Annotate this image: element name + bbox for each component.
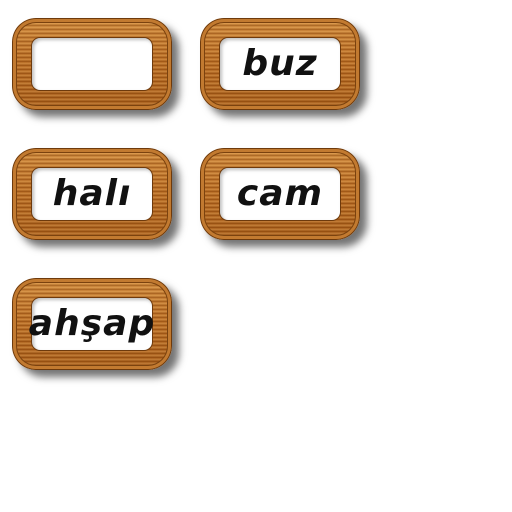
word-card-cam[interactable]: cam xyxy=(200,148,360,240)
card-label-box: buz xyxy=(220,38,340,90)
word-card-empty[interactable] xyxy=(12,18,172,110)
card-label: buz xyxy=(242,43,318,84)
card-label-box: ahşap xyxy=(28,298,156,350)
card-label-box xyxy=(32,38,152,90)
word-card-hali[interactable]: halı xyxy=(12,148,172,240)
card-label: halı xyxy=(52,173,132,214)
card-label: ahşap xyxy=(28,303,156,344)
word-card-ahsap[interactable]: ahşap xyxy=(12,278,172,370)
card-label-box: halı xyxy=(32,168,152,220)
card-label: cam xyxy=(236,173,324,214)
card-label-box: cam xyxy=(220,168,340,220)
word-card-buz[interactable]: buz xyxy=(200,18,360,110)
